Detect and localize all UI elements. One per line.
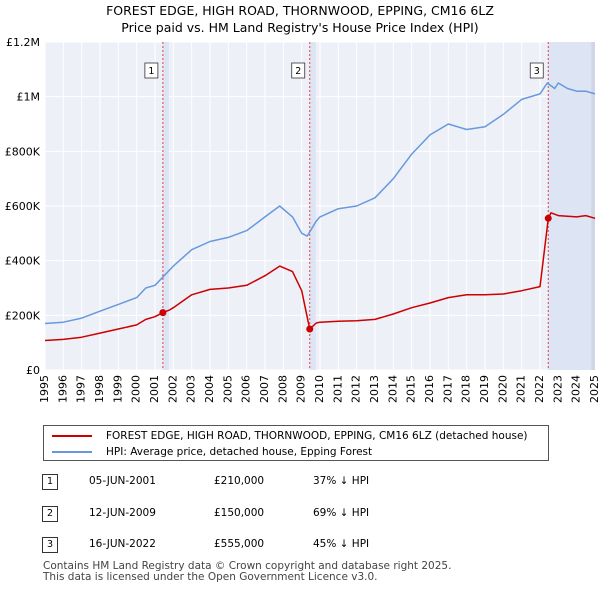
sale-number-badge: 3 <box>42 537 58 553</box>
x-tick-label: 1997 <box>75 375 88 403</box>
y-tick-label: £1M <box>17 91 41 104</box>
x-tick-label: 2019 <box>478 375 491 403</box>
y-tick-label: £200K <box>5 309 41 322</box>
legend-label-property: FOREST EDGE, HIGH ROAD, THORNWOOD, EPPIN… <box>106 430 528 442</box>
x-tick-label: 2025 <box>588 375 600 403</box>
x-tick-label: 2004 <box>203 375 216 403</box>
x-tick-label: 1996 <box>56 375 69 403</box>
projection-shade <box>591 42 595 370</box>
post-sale-shade <box>548 42 595 370</box>
x-tick-label: 2022 <box>533 375 546 403</box>
y-tick-label: £400K <box>5 255 41 268</box>
footer-copyright: Contains HM Land Registry data © Crown c… <box>43 560 452 572</box>
y-tick-label: £800K <box>5 145 41 158</box>
sale-label: 3 <box>534 66 540 77</box>
x-tick-label: 2007 <box>258 375 271 403</box>
sale-hpi-diff: 45% ↓ HPI <box>313 538 370 550</box>
table-row: 1 05-JUN-2001 £210,000 37% ↓ HPI <box>0 474 600 494</box>
table-row: 3 16-JUN-2022 £555,000 45% ↓ HPI <box>0 537 600 557</box>
footer: Contains HM Land Registry data © Crown c… <box>43 561 451 583</box>
x-tick-label: 2011 <box>331 375 344 403</box>
title-line-1: FOREST EDGE, HIGH ROAD, THORNWOOD, EPPIN… <box>106 3 494 18</box>
sale-price: £555,000 <box>214 538 265 550</box>
x-tick-label: 2015 <box>405 375 418 403</box>
sale-date: 12-JUN-2009 <box>89 507 156 519</box>
x-tick-label: 2005 <box>221 375 234 403</box>
x-tick-label: 2013 <box>368 375 381 403</box>
x-tick-label: 2017 <box>441 375 454 403</box>
sale-price: £210,000 <box>214 475 265 487</box>
x-tick-label: 2002 <box>166 375 179 403</box>
legend-label-hpi: HPI: Average price, detached house, Eppi… <box>106 446 373 458</box>
sale-label-box <box>291 62 306 79</box>
sale-number-badge: 1 <box>42 474 58 490</box>
x-tick-label: 2016 <box>423 375 436 403</box>
sale-price: £150,000 <box>214 507 265 519</box>
x-tick-label: 2009 <box>295 375 308 403</box>
chart-title: FOREST EDGE, HIGH ROAD, THORNWOOD, EPPIN… <box>0 2 600 36</box>
x-tick-label: 2018 <box>460 375 473 403</box>
price-chart: 1 2 3 £0 £200K £400K £600K £800K £1M £1.2M 1995 1… <box>5 36 600 403</box>
legend-swatch-red <box>52 435 92 437</box>
legend-item-hpi: HPI: Average price, detached house, Eppi… <box>52 444 372 460</box>
x-tick-label: 1995 <box>38 375 51 403</box>
sale-label: 2 <box>295 66 301 77</box>
y-tick-label: £1.2M <box>6 36 40 49</box>
x-tick-label: 1999 <box>111 375 124 403</box>
x-tick-label: 2014 <box>386 375 399 403</box>
sale-hpi-diff: 69% ↓ HPI <box>313 507 370 519</box>
sale-point <box>159 309 167 317</box>
x-tick-label: 2003 <box>185 375 198 403</box>
x-tick-label: 2012 <box>350 375 363 403</box>
legend-swatch-blue <box>52 451 92 453</box>
y-tick-label: £0 <box>26 364 40 377</box>
legend: FOREST EDGE, HIGH ROAD, THORNWOOD, EPPIN… <box>43 425 549 461</box>
x-tick-label: 2023 <box>551 375 564 403</box>
x-tick-label: 2006 <box>240 375 253 403</box>
sale-label: 1 <box>148 66 154 77</box>
x-tick-label: 2020 <box>496 375 509 403</box>
x-tick-label: 2008 <box>276 375 289 403</box>
sale-date: 05-JUN-2001 <box>89 475 156 487</box>
x-tick-label: 2021 <box>515 375 528 403</box>
sale-shade <box>309 42 316 370</box>
property-price-line <box>44 212 596 342</box>
sale-label-box <box>144 62 159 79</box>
sale-label-box <box>529 62 544 79</box>
x-tick-label: 2010 <box>313 375 326 403</box>
sale-hpi-diff: 37% ↓ HPI <box>313 475 370 487</box>
y-tick-label: £600K <box>5 200 41 213</box>
x-tick-label: 1998 <box>93 375 106 403</box>
sale-date: 16-JUN-2022 <box>89 538 156 550</box>
sale-number-badge: 2 <box>42 506 58 522</box>
footer-licence: This data is licensed under the Open Gov… <box>43 571 378 583</box>
sale-point <box>544 214 552 222</box>
table-row: 2 12-JUN-2009 £150,000 69% ↓ HPI <box>0 506 600 526</box>
x-tick-label: 2024 <box>570 375 583 403</box>
x-tick-label: 2000 <box>130 375 143 403</box>
sale-shade <box>162 42 169 370</box>
sale-point <box>306 325 314 333</box>
x-tick-label: 2001 <box>148 375 161 403</box>
title-line-2: Price paid vs. HM Land Registry's House … <box>121 20 479 35</box>
legend-item-property: FOREST EDGE, HIGH ROAD, THORNWOOD, EPPIN… <box>52 428 528 444</box>
hpi-line <box>44 82 596 325</box>
